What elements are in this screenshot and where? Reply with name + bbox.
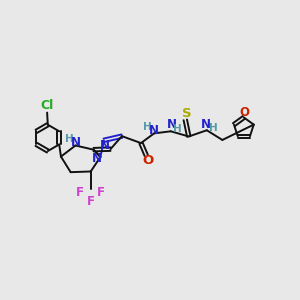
Text: N: N [148, 124, 158, 137]
Text: F: F [87, 196, 95, 208]
Text: N: N [201, 118, 211, 130]
Text: H: H [208, 123, 217, 133]
Text: O: O [239, 106, 250, 119]
Text: N: N [100, 139, 110, 152]
Text: O: O [142, 154, 154, 167]
Text: H: H [143, 122, 152, 132]
Text: H: H [173, 124, 182, 134]
Text: H: H [65, 134, 74, 144]
Text: F: F [96, 186, 104, 199]
Text: Cl: Cl [40, 99, 54, 112]
Text: N: N [167, 118, 176, 131]
Text: F: F [76, 186, 84, 199]
Text: N: N [70, 136, 80, 148]
Text: S: S [182, 107, 191, 120]
Text: N: N [92, 152, 102, 165]
